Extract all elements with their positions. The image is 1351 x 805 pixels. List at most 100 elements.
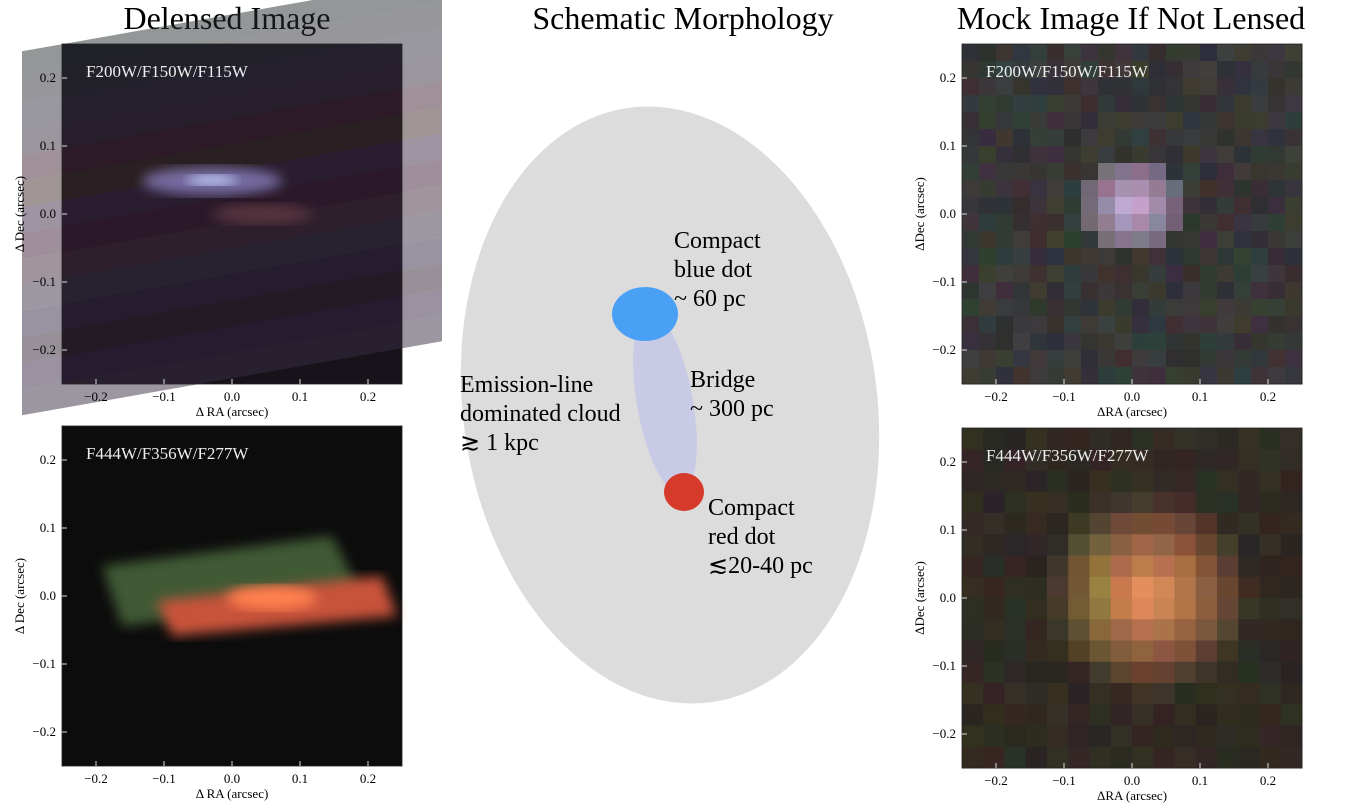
image-pixel — [1090, 619, 1112, 641]
image-pixel — [1217, 683, 1239, 705]
image-pixel — [979, 112, 997, 130]
image-pixel — [962, 197, 980, 215]
image-pixel — [1251, 44, 1269, 62]
image-pixel — [962, 214, 980, 232]
image-pixel — [1013, 44, 1031, 62]
image-pixel — [1149, 163, 1167, 181]
image-pixel — [1098, 163, 1116, 181]
image-pixel — [1238, 704, 1260, 726]
image-pixel — [962, 428, 984, 450]
x-axis-label: ΔRA (arcsec) — [1097, 404, 1167, 419]
image-pixel — [1166, 146, 1184, 164]
image-pixel — [1175, 492, 1197, 514]
image-pixel — [1234, 95, 1252, 113]
image-pixel — [1149, 44, 1167, 62]
schematic-label: ~ 300 pc — [690, 396, 774, 422]
image-pixel — [983, 641, 1005, 663]
image-pixel — [1217, 449, 1239, 471]
image-pixel — [1098, 282, 1116, 300]
image-pixel — [1153, 598, 1175, 620]
image-pixel — [1111, 726, 1133, 748]
image-pixel — [1217, 78, 1235, 96]
image-pixel — [1238, 598, 1260, 620]
image-pixel — [1068, 492, 1090, 514]
image-pixel — [1081, 316, 1099, 334]
image-pixel — [1132, 282, 1150, 300]
image-pixel — [1217, 180, 1235, 198]
image-pixel — [1238, 428, 1260, 450]
image-pixel — [1149, 248, 1167, 266]
image-pixel — [1175, 471, 1197, 493]
image-pixel — [1175, 726, 1197, 748]
image-pixel — [1260, 513, 1282, 535]
image-pixel — [1281, 683, 1303, 705]
image-pixel — [1285, 265, 1303, 283]
image-pixel — [1251, 180, 1269, 198]
image-pixel — [1132, 619, 1154, 641]
image-pixel — [1090, 662, 1112, 684]
image-pixel — [1047, 492, 1069, 514]
image-pixel — [979, 163, 997, 181]
image-pixel — [1175, 577, 1197, 599]
image-pixel — [1115, 163, 1133, 181]
y-axis-label: Δ Dec (arcsec) — [12, 558, 27, 634]
image-pixel — [983, 747, 1005, 769]
image-pixel — [1149, 214, 1167, 232]
y-tick-label: −0.2 — [32, 724, 56, 739]
image-pixel — [983, 662, 1005, 684]
image-pixel — [962, 534, 984, 556]
image-pixel — [1090, 556, 1112, 578]
image-pixel — [1183, 299, 1201, 317]
image-pixel — [1132, 316, 1150, 334]
image-pixel — [1132, 726, 1154, 748]
image-pixel — [1217, 428, 1239, 450]
image-pixel — [1260, 641, 1282, 663]
image-pixel — [1111, 492, 1133, 514]
image-pixel — [1111, 598, 1133, 620]
y-axis-label: Δ Dec (arcsec) — [12, 176, 27, 252]
image-pixel — [1166, 78, 1184, 96]
image-pixel — [1005, 704, 1027, 726]
image-pixel — [1166, 231, 1184, 249]
image-pixel — [1251, 214, 1269, 232]
image-pixel — [1260, 492, 1282, 514]
image-pixel — [1217, 197, 1235, 215]
image-pixel — [1047, 619, 1069, 641]
y-tick-label: 0.2 — [40, 452, 56, 467]
image-pixel — [1285, 299, 1303, 317]
y-tick-label: 0.0 — [940, 590, 956, 605]
image-pixel — [1234, 112, 1252, 130]
image-pixel — [1196, 534, 1218, 556]
image-pixel — [1234, 163, 1252, 181]
image-pixel — [1132, 180, 1150, 198]
y-tick-label: −0.1 — [32, 274, 56, 289]
x-axis-label: Δ RA (arcsec) — [196, 404, 269, 419]
image-pixel — [1285, 129, 1303, 147]
image-pixel — [1047, 265, 1065, 283]
image-pixel — [996, 163, 1014, 181]
image-pixel — [1115, 180, 1133, 198]
image-pixel — [1132, 471, 1154, 493]
y-tick-label: 0.0 — [40, 206, 56, 221]
image-pixel — [1166, 61, 1184, 79]
image-pixel — [962, 471, 984, 493]
image-pixel — [1281, 598, 1303, 620]
image-pixel — [1132, 248, 1150, 266]
image-pixel — [1183, 163, 1201, 181]
image-pixel — [962, 78, 980, 96]
image-pixel — [996, 180, 1014, 198]
image-pixel — [1234, 265, 1252, 283]
x-tick-label: 0.0 — [1124, 773, 1140, 788]
image-pixel — [1200, 350, 1218, 368]
image-pixel — [1285, 61, 1303, 79]
image-pixel — [1068, 662, 1090, 684]
image-pixel — [1175, 534, 1197, 556]
image-pixel — [1026, 704, 1048, 726]
image-pixel — [1238, 747, 1260, 769]
image-pixel — [1196, 428, 1218, 450]
image-pixel — [979, 214, 997, 232]
image-pixel — [1081, 214, 1099, 232]
image-pixel — [1047, 333, 1065, 351]
image-pixel — [1090, 577, 1112, 599]
image-pixel — [996, 265, 1014, 283]
